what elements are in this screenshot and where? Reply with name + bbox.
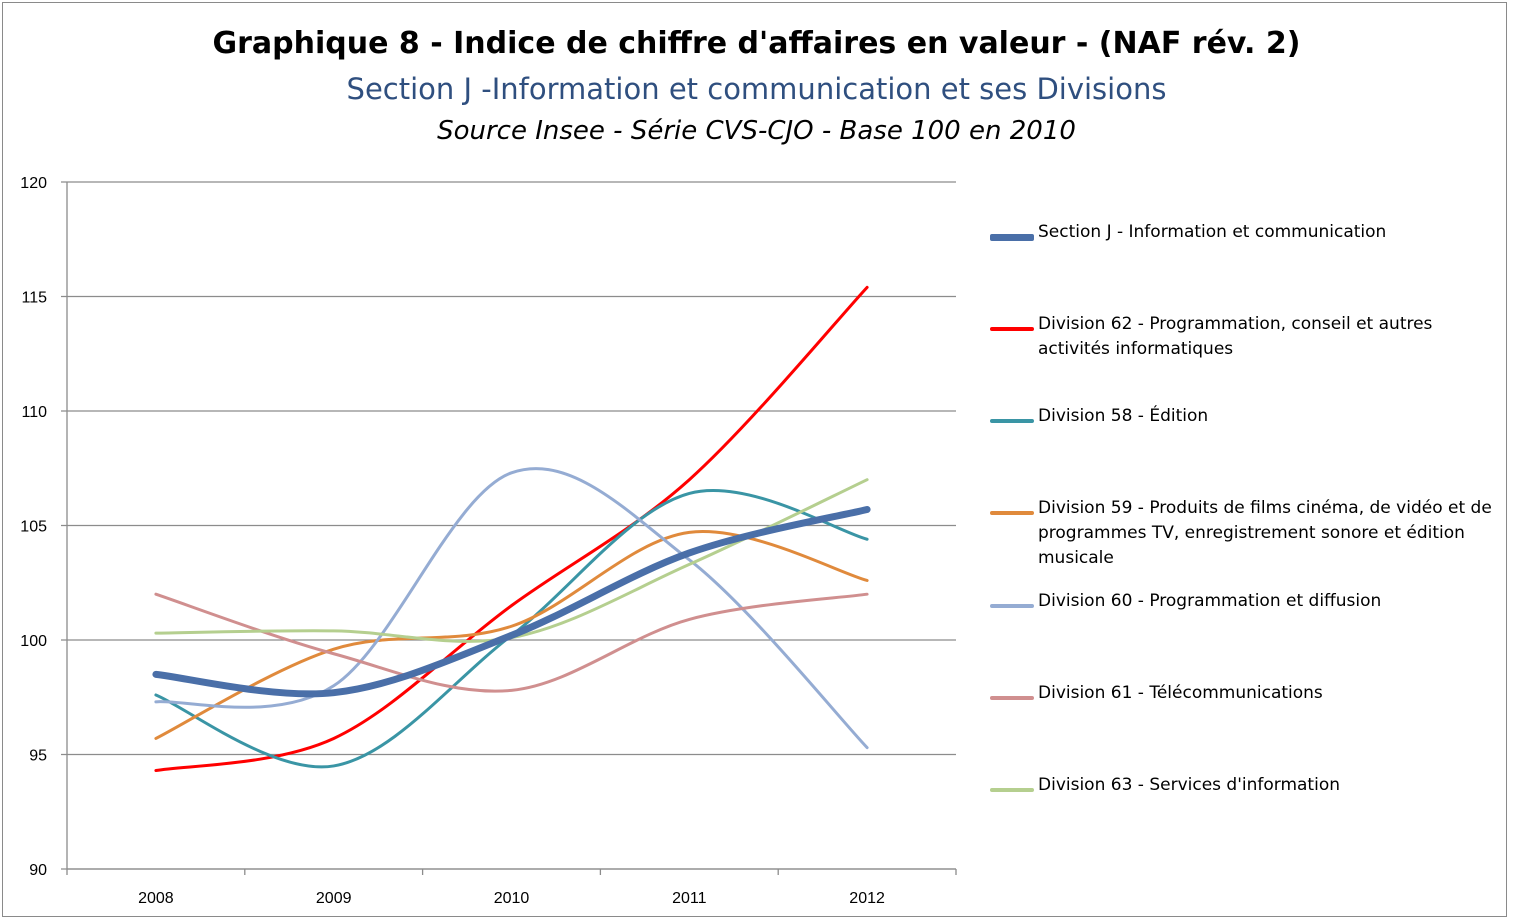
legend-item: Division 61 - Télécommunications: [990, 681, 1500, 706]
y-tick-label: 120: [20, 175, 47, 192]
legend-item: Division 59 - Produits de films cinéma, …: [990, 496, 1500, 571]
legend-item: Section J - Information et communication: [990, 220, 1500, 245]
legend-label: Division 62 - Programmation, conseil et …: [1038, 314, 1433, 359]
y-tick-label: 100: [20, 633, 47, 650]
legend-item: Division 60 - Programmation et diffusion: [990, 589, 1500, 614]
y-tick-label: 110: [21, 404, 47, 421]
chart-subtitle: Section J -Information et communication …: [346, 72, 1167, 106]
x-tick-label: 2009: [316, 890, 352, 907]
x-tick-label: 2012: [849, 890, 885, 907]
legend-swatch: [990, 234, 1034, 241]
legend-label: Division 59 - Produits de films cinéma, …: [1038, 498, 1492, 568]
legend-item: Division 58 - Édition: [990, 404, 1500, 429]
legend-swatch: [990, 788, 1034, 792]
legend-label: Division 58 - Édition: [1038, 406, 1209, 426]
legend-swatch: [990, 419, 1034, 423]
x-tick-label: 2010: [494, 890, 530, 907]
x-tick-label: 2008: [138, 890, 174, 907]
y-tick-label: 115: [21, 290, 47, 307]
legend-swatch: [990, 696, 1034, 700]
series-line-4: [154, 467, 869, 750]
y-tick-label: 90: [29, 862, 47, 879]
series-line-6: [154, 478, 869, 643]
y-tick-label: 95: [29, 748, 47, 765]
x-tick-label: 2011: [672, 890, 707, 907]
legend-label: Division 61 - Télécommunications: [1038, 683, 1323, 703]
legend-item: Division 63 - Services d'information: [990, 773, 1500, 798]
legend-item: Division 62 - Programmation, conseil et …: [990, 312, 1500, 362]
legend-swatch: [990, 327, 1034, 331]
legend-swatch: [990, 511, 1034, 515]
chart-title: Graphique 8 - Indice de chiffre d'affair…: [212, 26, 1301, 61]
chart-source: Source Insee - Série CVS-CJO - Base 100 …: [437, 116, 1076, 146]
series-line-0: [152, 505, 871, 698]
legend-swatch: [990, 604, 1034, 608]
series-line-1: [154, 285, 869, 773]
legend-label: Division 63 - Services d'information: [1038, 775, 1340, 795]
series-line-5: [154, 592, 869, 693]
y-tick-label: 105: [20, 519, 47, 536]
legend-label: Division 60 - Programmation et diffusion: [1038, 591, 1382, 611]
legend-label: Section J - Information et communication: [1038, 222, 1387, 242]
